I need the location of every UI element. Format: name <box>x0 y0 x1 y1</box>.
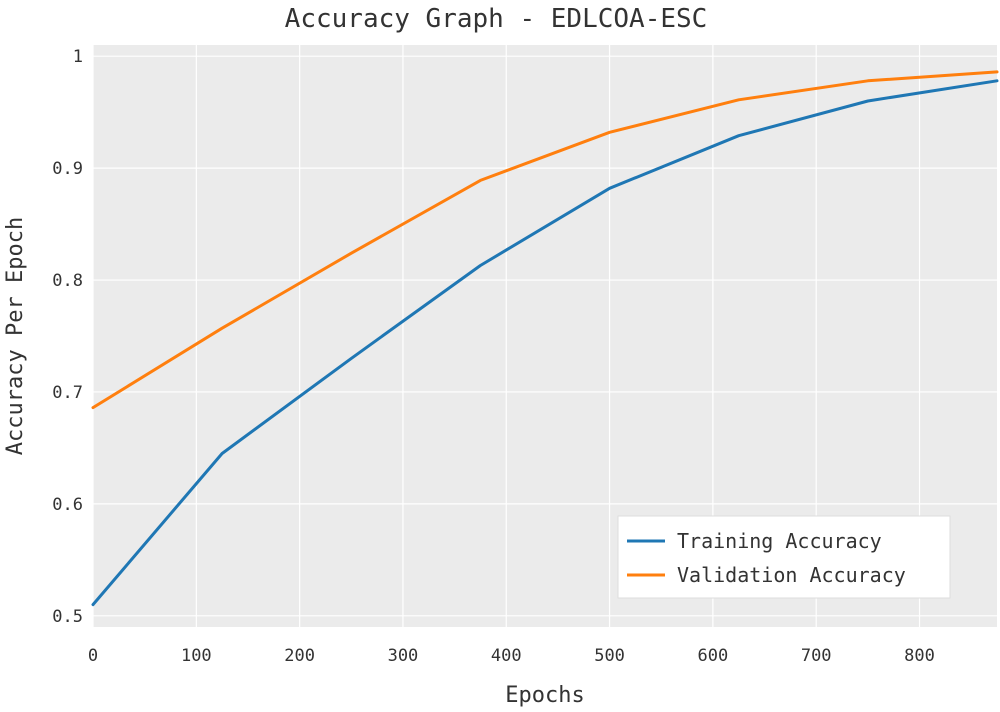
grid <box>92 45 997 627</box>
x-axis-label: Epochs <box>505 683 584 708</box>
y-tick-label: 0.7 <box>52 383 83 403</box>
x-tick-label: 700 <box>801 646 832 666</box>
x-tick-label: 200 <box>284 646 315 666</box>
y-tick-label: 1 <box>73 47 83 67</box>
y-axis-label: Accuracy Per Epoch <box>3 217 28 455</box>
training-accuracy-line <box>91 79 999 607</box>
chart-title: Accuracy Graph - EDLCOA-ESC <box>285 4 708 34</box>
y-tick-label: 0.9 <box>52 159 83 179</box>
y-tick-label: 0.8 <box>52 271 83 291</box>
tick-labels: 0 100 200 300 400 500 600 700 800 0.5 0.6 0.7 0.8 0.9… <box>52 47 935 666</box>
legend-label-validation: Validation Accuracy <box>677 563 906 587</box>
x-tick-label: 600 <box>698 646 729 666</box>
y-tick-label: 0.6 <box>52 495 83 515</box>
x-tick-label: 400 <box>491 646 522 666</box>
x-tick-label: 0 <box>88 646 98 666</box>
x-tick-label: 800 <box>904 646 935 666</box>
x-tick-label: 100 <box>181 646 212 666</box>
validation-accuracy-line <box>91 70 999 410</box>
legend-label-training: Training Accuracy <box>677 529 882 553</box>
x-tick-label: 300 <box>388 646 419 666</box>
x-tick-label: 500 <box>594 646 625 666</box>
series-lines <box>91 70 999 607</box>
legend: Training Accuracy Validation Accuracy <box>617 515 951 599</box>
legend-box <box>617 515 951 599</box>
y-tick-label: 0.5 <box>52 607 83 627</box>
